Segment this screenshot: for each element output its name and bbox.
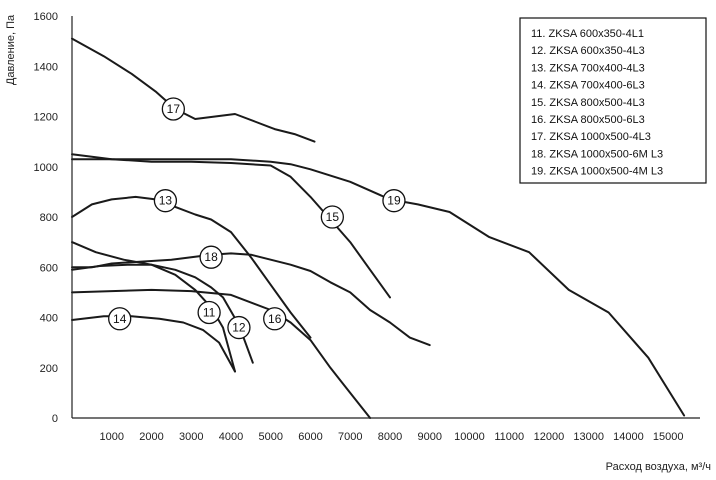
callout-label: 18	[204, 250, 218, 264]
callout-label: 12	[232, 321, 246, 335]
callout-circle	[263, 307, 287, 331]
y-tick-label: 1000	[34, 162, 58, 174]
legend: 11. ZKSA 600x350-4L1 12. ZKSA 600x350-4L3…	[519, 17, 707, 184]
axes	[71, 16, 700, 419]
callout-label: 11	[203, 305, 216, 319]
x-tick-label: 15000	[653, 431, 684, 443]
x-tick-label: 1000	[100, 431, 124, 443]
legend-entry: 18. ZKSA 1000x500-6M L3	[531, 148, 663, 160]
series-line-18	[71, 252, 431, 347]
callout-label: 16	[268, 312, 282, 326]
y-tick-label: 1400	[34, 61, 58, 73]
legend-entry: 15. ZKSA 800x500-4L3	[531, 97, 645, 109]
x-tick-label: 11000	[494, 431, 524, 443]
callout-circle	[161, 97, 186, 121]
callout-circle	[197, 300, 221, 325]
y-tick-label: 1600	[34, 11, 58, 23]
series-line-11	[71, 241, 236, 373]
callout-label: 14	[113, 312, 127, 326]
y-tick-label: 200	[40, 363, 58, 375]
x-axis-title: Расход воздуха, м³/ч	[606, 461, 711, 473]
legend-entry: 14. ZKSA 700x400-6L3	[531, 80, 645, 92]
x-tick-label: 12000	[534, 431, 565, 443]
series-callout-14: 14	[108, 307, 132, 331]
series-callout-13: 13	[153, 189, 178, 213]
callout-circle	[108, 307, 132, 331]
x-tick-label: 5000	[258, 431, 282, 443]
y-tick-label: 1200	[34, 112, 58, 124]
series-callouts: 11 12 13 14 15 16 17 18 19	[108, 97, 406, 340]
x-tick-label: 3000	[179, 431, 203, 443]
callout-circle	[382, 189, 406, 213]
y-axis-title: Давление, Па	[5, 14, 17, 85]
callout-circle	[153, 189, 178, 213]
series-callout-16: 16	[263, 307, 287, 331]
legend-box	[519, 17, 707, 184]
callout-circle	[227, 315, 251, 340]
series-callout-17: 17	[161, 97, 186, 121]
series-line-19	[71, 158, 686, 417]
x-tick-label: 4000	[219, 431, 243, 443]
series-line-12	[71, 263, 254, 364]
y-tick-label: 0	[52, 413, 58, 425]
x-tick-label: 13000	[573, 431, 604, 443]
callout-label: 17	[167, 102, 181, 116]
legend-entry: 11. ZKSA 600x350-4L1	[531, 28, 644, 40]
callout-label: 19	[387, 194, 401, 208]
legend-entry: 13. ZKSA 700x400-4L3	[531, 62, 645, 74]
x-tick-label: 2000	[139, 431, 163, 443]
y-tick-label: 400	[40, 313, 58, 325]
series-callout-15: 15	[320, 205, 344, 229]
callout-circle	[320, 205, 344, 229]
series-callout-18: 18	[199, 245, 223, 269]
callout-label: 15	[326, 210, 340, 224]
series-callout-19: 19	[382, 189, 406, 213]
x-tick-label: 14000	[613, 431, 644, 443]
legend-entry: 17. ZKSA 1000x500-4L3	[531, 131, 651, 143]
legend-entry: 16. ZKSA 800x500-6L3	[531, 114, 645, 126]
series-callout-11: 11	[197, 300, 221, 325]
x-tick-label: 8000	[378, 431, 402, 443]
series-line-15	[71, 153, 391, 299]
series-line-17	[71, 37, 316, 143]
series-callout-12: 12	[227, 315, 251, 340]
callout-circle	[199, 245, 223, 269]
x-tick-label: 10000	[454, 431, 485, 443]
x-tick-label: 6000	[298, 431, 322, 443]
x-tick-label: 9000	[417, 431, 441, 443]
legend-entry: 12. ZKSA 600x350-4L3	[531, 45, 645, 57]
legend-entry: 19. ZKSA 1000x500-4M L3	[531, 166, 663, 178]
x-tick-label: 7000	[338, 431, 362, 443]
series-line-14	[71, 315, 236, 373]
tick-labels: 0 200 400 600 800 1000 1200 1400 1600 1000 2000 300…	[34, 11, 684, 443]
y-tick-label: 800	[40, 212, 58, 224]
series-line-13	[71, 195, 312, 339]
callout-label: 13	[159, 194, 173, 208]
y-tick-label: 600	[40, 262, 58, 274]
